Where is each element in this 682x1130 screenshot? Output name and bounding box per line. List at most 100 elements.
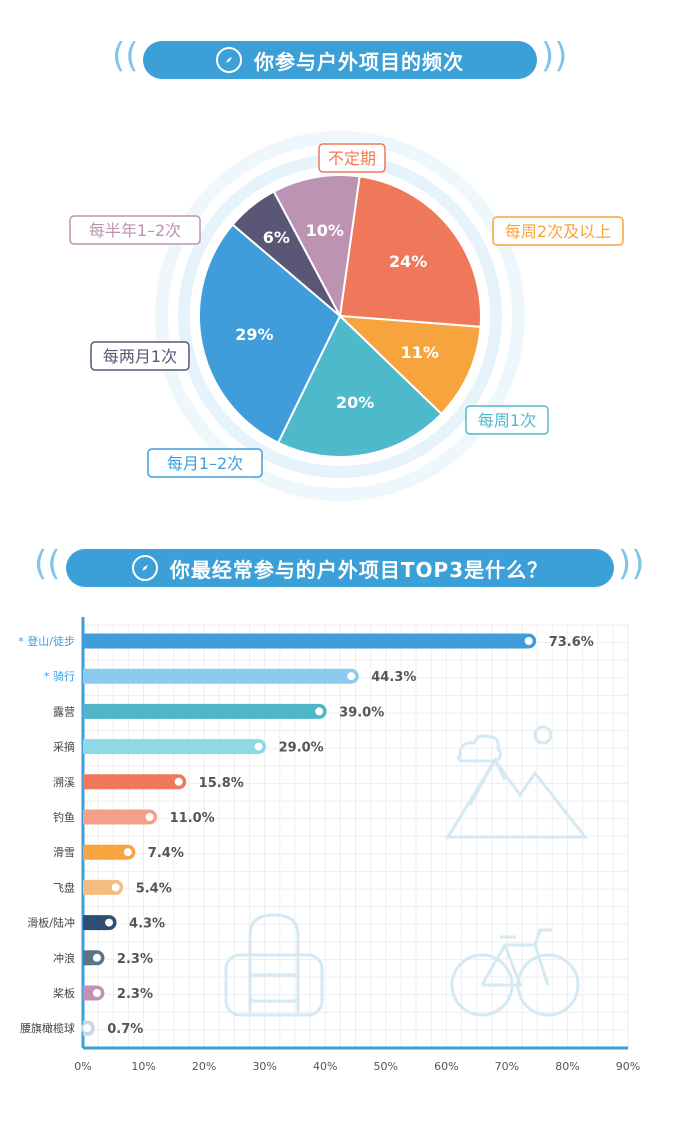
bar-end-marker [345,670,358,683]
pie-slice [276,314,443,458]
bracket-right-icon: )) [618,544,645,584]
pie-callout-box [492,216,624,246]
bar-category-label: 腰旗橄榄球 [20,1021,75,1035]
pie-callout-label: 不定期 [328,149,376,168]
bar-value-label: 39.0% [339,705,384,720]
section2-title: 你最经常参与的户外项目TOP3是什么？ [169,557,549,582]
bar [83,774,187,790]
bar-value-label: 44.3% [371,670,416,685]
bracket-left-icon: (( [112,36,139,76]
bar-category-label: * 骑行 [44,670,75,683]
bar-value-label: 4.3% [129,917,165,932]
bar-value-label: 7.4% [148,846,184,861]
bar-end-marker [109,881,122,894]
pie-percent-label: 20% [336,393,374,412]
bar-value-label: 29.0% [279,741,324,756]
bar-end-marker [90,987,103,999]
pie-slice [338,175,482,328]
bar [83,739,267,755]
x-tick-label: 60% [434,1060,458,1073]
pie-callout-box [90,341,190,371]
pie-callout-box [465,405,549,435]
bar-category-label: 钓鱼 [53,810,75,824]
bar-value-label: 15.8% [199,776,244,791]
bar-base [83,879,91,895]
pie-percent-label: 29% [235,325,273,344]
pie-callout-box [318,143,386,173]
bar-end-marker [172,775,185,788]
bar-base [83,739,91,755]
x-tick-label: 0% [74,1060,91,1073]
section1-banner: (( 你参与户外项目的频次 )) [0,36,682,84]
bar-base [83,668,91,684]
compass-icon [216,47,242,73]
x-tick-label: 70% [495,1060,519,1073]
bracket-right-icon: )) [541,36,568,76]
bar-category-label: 滑雪 [53,846,75,859]
section2-title-pill: 你最经常参与的户外项目TOP3是什么？ [66,549,614,587]
bar-category-label: 滑板/陆冲 [27,916,75,930]
pie-callout-label: 每周1次 [478,411,536,430]
bar-category-label: 飞盘 [53,880,75,894]
pie-callout-label: 每两月1次 [103,347,177,366]
bar-end-marker [522,635,535,647]
bar-base [83,774,91,790]
bar [83,809,158,825]
pie-percent-label: 10% [306,221,344,240]
bar-category-label: * 登山/徒步 [18,634,75,648]
pie-percent-label: 24% [389,252,427,271]
x-tick-label: 30% [252,1060,276,1073]
bar-base [83,915,91,931]
bar-value-label: 11.0% [170,811,215,826]
bar-category-label: 溯溪 [53,776,75,789]
x-tick-label: 50% [374,1060,398,1073]
compass-icon [131,555,158,581]
bar-category-label: 露营 [53,704,75,718]
pie-callout-box [147,448,263,478]
pie-callout-label: 每周2次及以上 [505,222,611,241]
bar-base [83,985,91,1001]
pie-percent-label: 6% [263,228,290,247]
pie-callout-label: 每半年1–2次 [89,221,181,240]
pie-slice [272,174,361,320]
bicycle-illustration-icon [450,928,580,1017]
bracket-left-icon: (( [34,544,61,584]
bar-base [83,950,91,966]
bar-end-marker [103,916,116,929]
bar-end-marker [81,1022,94,1035]
bar-end-marker [252,740,265,753]
bar-value-label: 2.3% [117,952,153,967]
bar [83,703,327,719]
bar-base [83,844,91,860]
pie-percent-label: 11% [401,343,439,362]
section1-title-pill: 你参与户外项目的频次 [143,41,537,79]
bar-category-label: 桨板 [53,986,75,1000]
bar-end-marker [121,846,134,859]
bar [83,633,537,649]
pie-slice [337,314,482,416]
bar-value-label: 73.6% [549,635,594,650]
bar-category-label: 冲浪 [53,951,75,965]
bar-value-label: 2.3% [117,987,153,1002]
bar-category-label: 采摘 [53,740,75,754]
bar-value-label: 5.4% [136,881,172,896]
pie-callout-box [69,215,201,245]
mountain-illustration-icon [445,725,589,839]
pie-slice [198,223,342,445]
section2-banner: (( 你最经常参与的户外项目TOP3是什么？ )) [0,544,682,592]
x-tick-label: 10% [131,1060,155,1073]
backpack-illustration-icon [224,913,324,1017]
x-tick-label: 90% [616,1060,640,1073]
x-tick-label: 80% [555,1060,579,1073]
bar-end-marker [143,811,156,823]
bar [83,668,359,684]
bar-base [83,633,91,649]
pie-callout-label: 每月1–2次 [167,454,243,473]
section1-title: 你参与户外项目的频次 [254,49,464,74]
bar-base [83,703,91,719]
bar-end-marker [313,705,326,718]
bar [83,844,136,860]
top-activities-bar-chart: * 登山/徒步 73.6% * 骑行 44.3% 露营 39.0% 采摘 29.0% 溯溪 15.… [18,617,640,1073]
x-tick-label: 40% [313,1060,337,1073]
